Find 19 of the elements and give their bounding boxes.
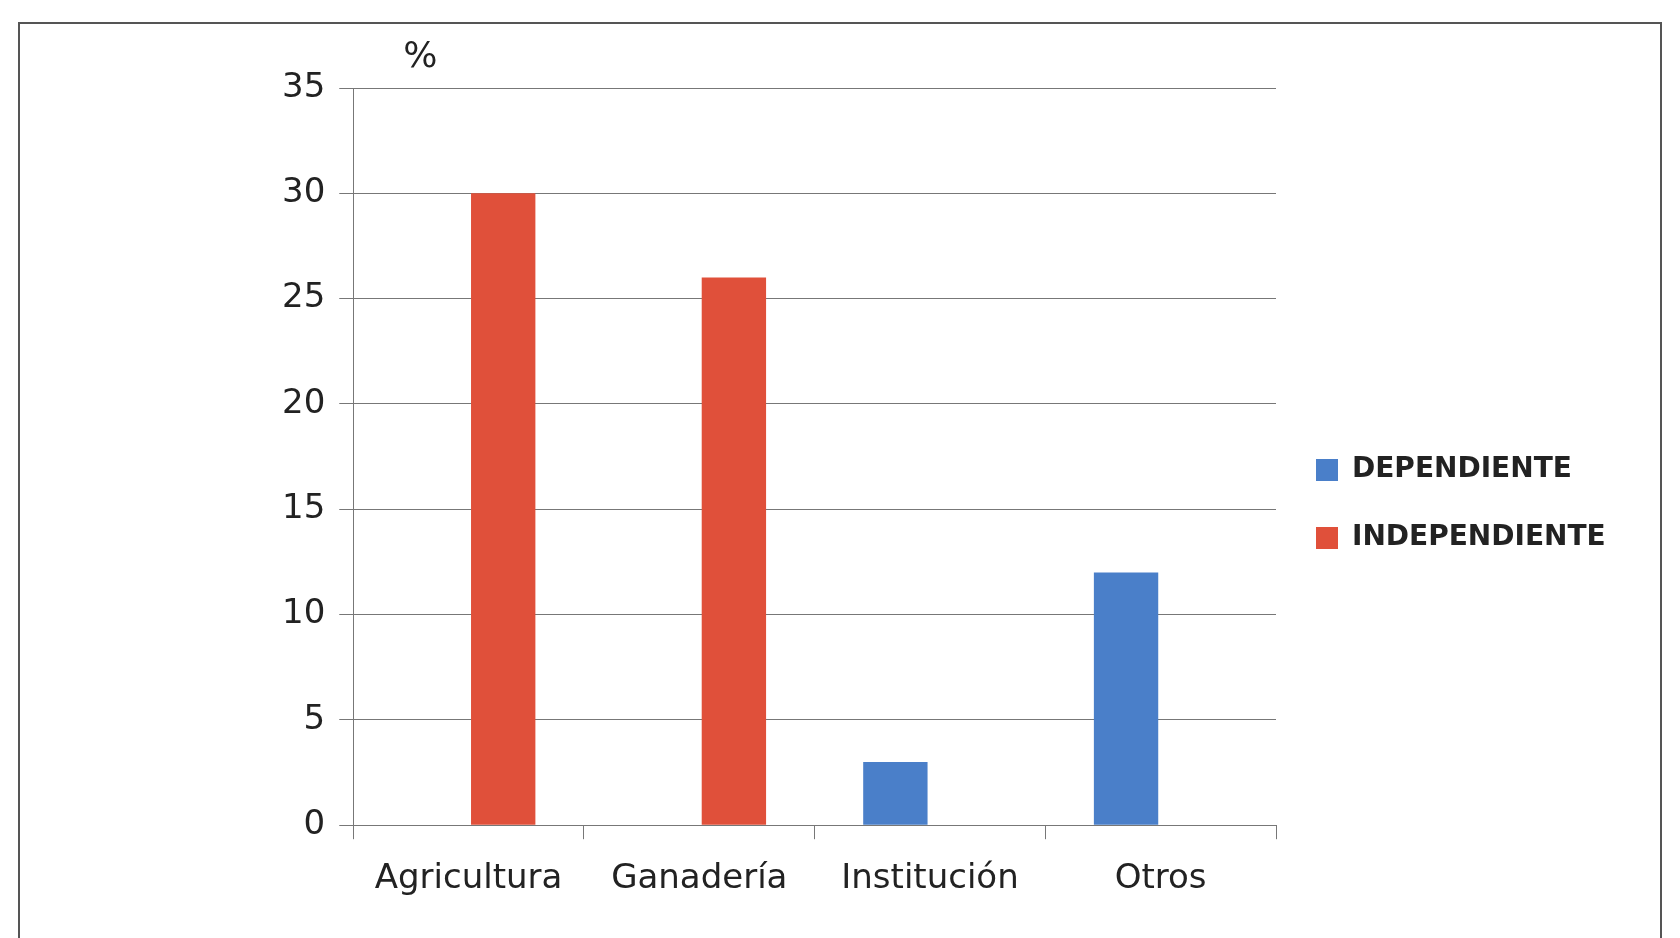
y-tick-label: 15	[282, 486, 326, 527]
x-tick-label: Otros	[1114, 856, 1207, 897]
x-tick-label: Institución	[841, 856, 1019, 897]
legend-label: INDEPENDIENTE	[1352, 519, 1606, 553]
x-tick-label: Ganadería	[611, 856, 788, 897]
legend-label: DEPENDIENTE	[1352, 451, 1572, 485]
y-tick-label: 25	[282, 275, 326, 316]
bar	[1093, 572, 1159, 825]
y-tick-label: 10	[282, 591, 326, 632]
y-tick-label: 20	[282, 380, 326, 421]
bar	[701, 277, 767, 825]
y-tick-label: 30	[282, 170, 326, 211]
y-tick-label: 0	[303, 802, 326, 843]
y-tick-label: 35	[282, 64, 326, 105]
bar	[863, 762, 928, 825]
y-axis-title: %	[403, 34, 438, 76]
x-tick-label: Agricultura	[374, 856, 563, 897]
y-tick-label: 5	[303, 696, 326, 737]
bar	[471, 193, 536, 825]
